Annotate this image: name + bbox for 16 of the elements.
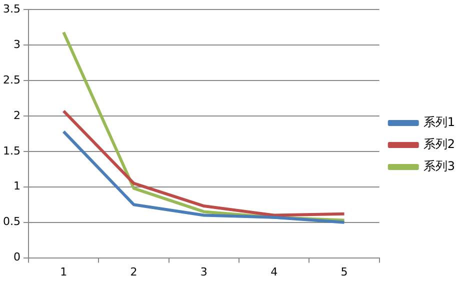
- legend-label: 系列1: [423, 115, 456, 130]
- y-tick-label: 3: [13, 38, 20, 51]
- x-tick-label: 5: [340, 265, 348, 278]
- y-tick-label: 3.5: [2, 2, 20, 16]
- y-tick-label: 0: [13, 250, 20, 264]
- legend-label: 系列2: [423, 137, 456, 152]
- y-tick-label: 0.5: [2, 215, 20, 228]
- y-tick-label: 1: [13, 180, 20, 193]
- legend-label: 系列3: [423, 159, 456, 174]
- x-tick-label: 3: [200, 265, 208, 278]
- x-tick-label: 4: [270, 265, 278, 278]
- y-tick-label: 1.5: [2, 144, 20, 158]
- y-tick-label: 2.5: [2, 73, 20, 86]
- x-tick-label: 2: [130, 265, 138, 278]
- x-tick-label: 1: [60, 265, 68, 278]
- y-tick-label: 2: [13, 108, 20, 122]
